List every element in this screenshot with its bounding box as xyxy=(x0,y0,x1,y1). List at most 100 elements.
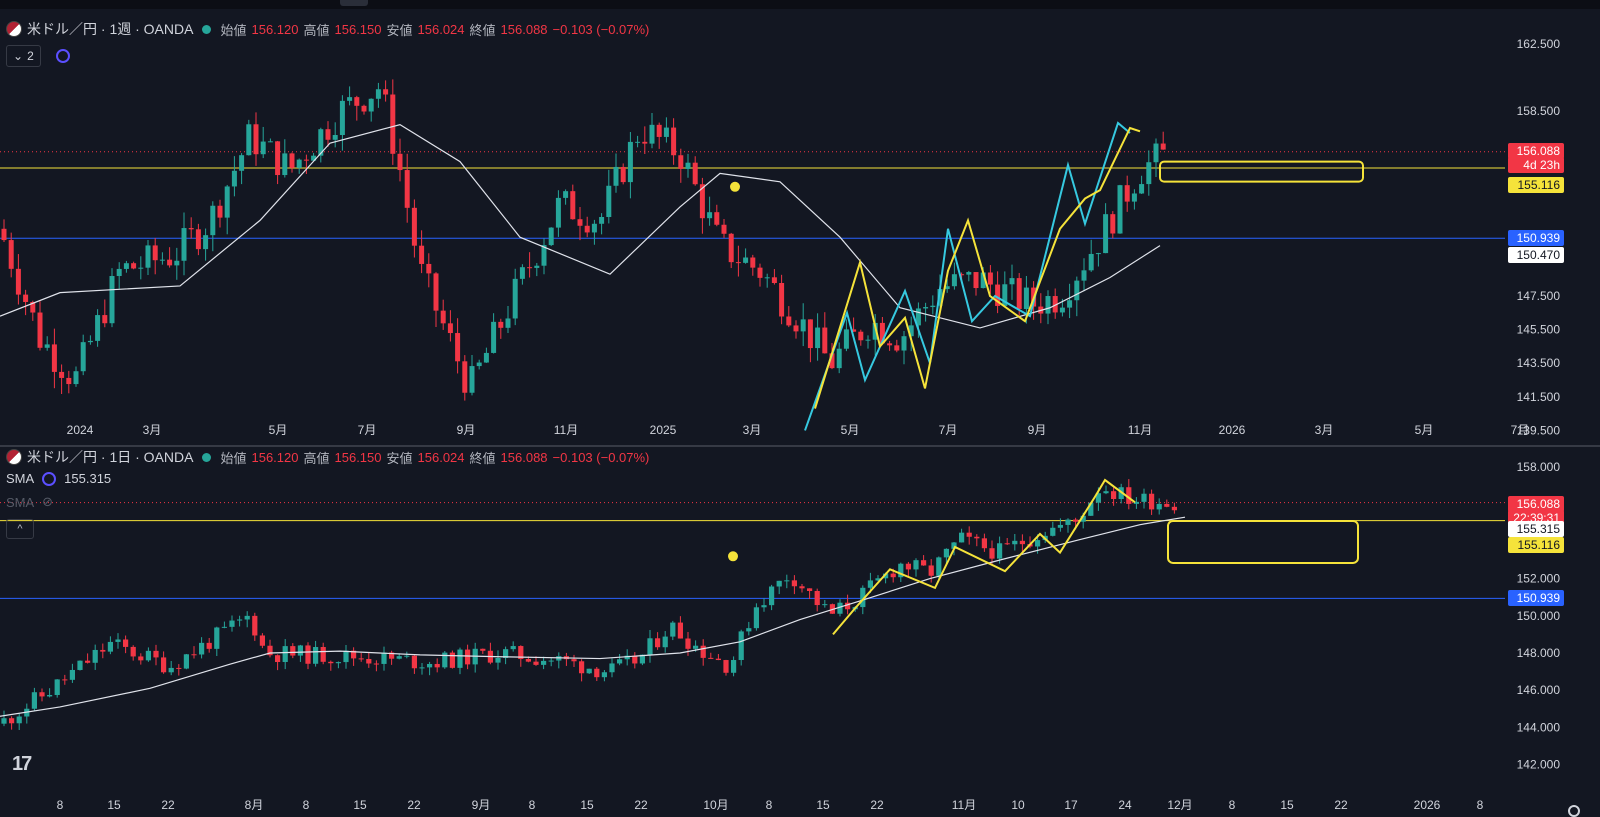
candle-body xyxy=(1019,540,1025,545)
candle-body xyxy=(769,586,775,606)
candle-body xyxy=(411,207,417,246)
time-axis-label: 15 xyxy=(580,798,594,812)
candle-body xyxy=(1111,491,1117,500)
candle-body xyxy=(721,224,727,234)
candle-body xyxy=(822,604,828,606)
time-axis-label: 2024 xyxy=(67,423,94,437)
candle-body xyxy=(325,129,331,140)
candle-body xyxy=(541,660,547,665)
daily-chart-canvas[interactable]: 158.000 152.000 150.000 148.000 146.000 144.0… xyxy=(0,447,1600,817)
candle-body xyxy=(776,580,782,587)
candle-body xyxy=(167,259,173,266)
candle-body xyxy=(997,543,1003,559)
time-axis-label: 7月 xyxy=(358,423,377,437)
candle-body xyxy=(404,655,410,657)
candle-body xyxy=(860,587,866,608)
eye-hidden-icon[interactable]: ⊘ xyxy=(42,494,54,509)
close-label: 終値 xyxy=(469,450,496,466)
candle-body xyxy=(447,323,453,334)
candle-body xyxy=(449,652,455,668)
candle-body xyxy=(427,663,433,668)
symbol-title[interactable]: 米ドル／円 · 1日 · OANDA xyxy=(27,449,194,465)
candle-body xyxy=(867,580,873,588)
sma2-indicator-row[interactable]: SMA ⊘ xyxy=(6,494,53,510)
low-label: 安値 xyxy=(386,450,413,466)
candle-body xyxy=(361,105,367,112)
candle-body xyxy=(599,216,605,224)
candle-body xyxy=(980,272,986,289)
candle-body xyxy=(995,284,1001,306)
candle-body xyxy=(1095,493,1101,503)
candle-body xyxy=(1088,502,1094,516)
daily-chart-pane[interactable]: 158.000 152.000 150.000 148.000 146.000 144.0… xyxy=(0,447,1600,817)
pane-divider[interactable] xyxy=(0,445,1600,447)
time-axis-label: 15 xyxy=(1280,798,1294,812)
sync-icon[interactable] xyxy=(56,49,70,63)
candle-body xyxy=(685,162,691,169)
candle-body xyxy=(397,153,403,171)
candle-body xyxy=(959,274,965,276)
indicators-toggle[interactable]: ⌄ 2 xyxy=(6,45,41,67)
candle-body xyxy=(606,185,612,217)
candle-body xyxy=(469,366,475,393)
gear-icon[interactable] xyxy=(1568,805,1580,817)
candle-body xyxy=(1080,515,1086,522)
yellow-line-tag: 155.116 xyxy=(1508,536,1564,553)
candle-body xyxy=(1141,493,1147,502)
candle-body xyxy=(512,278,518,319)
candle-body xyxy=(981,538,987,549)
price-axis-label: 158.000 xyxy=(1517,460,1561,474)
candle-body xyxy=(642,141,648,144)
sma-indicator-row[interactable]: SMA 155.315 xyxy=(6,471,111,486)
candle-body xyxy=(1160,143,1166,150)
time-axis-label: 22 xyxy=(1334,798,1348,812)
candle-body xyxy=(290,646,296,656)
candle-body xyxy=(656,124,662,137)
candle-body xyxy=(159,259,165,261)
candle-body xyxy=(62,679,68,681)
candle-body xyxy=(1081,270,1087,281)
candle-body xyxy=(875,578,881,581)
cyan-trend-drawing xyxy=(804,121,1131,431)
weekly-chart-pane[interactable]: 162.500 158.500 147.500 145.500 143.500 141.5… xyxy=(0,9,1600,445)
candle-body xyxy=(313,647,319,664)
time-axis-label: 3月 xyxy=(743,423,762,437)
sma-label: SMA xyxy=(6,471,35,486)
candle-body xyxy=(85,660,91,663)
candle-body xyxy=(455,333,461,362)
candle-body xyxy=(368,98,374,112)
candle-body xyxy=(109,276,115,324)
candle-body xyxy=(723,660,729,673)
candle-body xyxy=(320,647,326,662)
open-label: 始値 xyxy=(220,450,247,466)
tradingview-logo[interactable]: 17 xyxy=(12,753,32,775)
candle-body xyxy=(217,205,223,218)
candle-body xyxy=(224,186,230,218)
candle-body xyxy=(570,191,576,220)
symbol-title[interactable]: 米ドル／円 · 1週 · OANDA xyxy=(27,21,194,37)
candle-body xyxy=(519,267,525,279)
candle-body xyxy=(480,648,486,651)
candle-body xyxy=(1124,185,1130,202)
candle-body xyxy=(548,227,554,246)
candle-body xyxy=(518,646,524,659)
candle-body xyxy=(865,339,871,341)
sma-line xyxy=(0,123,1161,329)
candle-body xyxy=(457,649,463,668)
candle-body xyxy=(579,661,585,674)
candle-body xyxy=(130,646,136,657)
candle-body xyxy=(465,649,471,665)
close-value: 156.088 xyxy=(500,21,548,37)
candle-body xyxy=(908,325,914,337)
market-status-icon xyxy=(202,24,212,34)
candle-body xyxy=(138,656,144,661)
collapse-button[interactable]: ^ xyxy=(6,519,34,539)
candle-body xyxy=(837,602,843,614)
sync-icon[interactable] xyxy=(42,471,57,486)
weekly-chart-canvas[interactable]: 162.500 158.500 147.500 145.500 143.500 141.5… xyxy=(0,9,1600,445)
time-axis-label: 12月 xyxy=(1167,798,1192,812)
window-drag-handle[interactable] xyxy=(340,0,368,6)
candle-body xyxy=(707,212,713,219)
candle-body xyxy=(347,97,353,101)
candle-body xyxy=(73,371,79,385)
